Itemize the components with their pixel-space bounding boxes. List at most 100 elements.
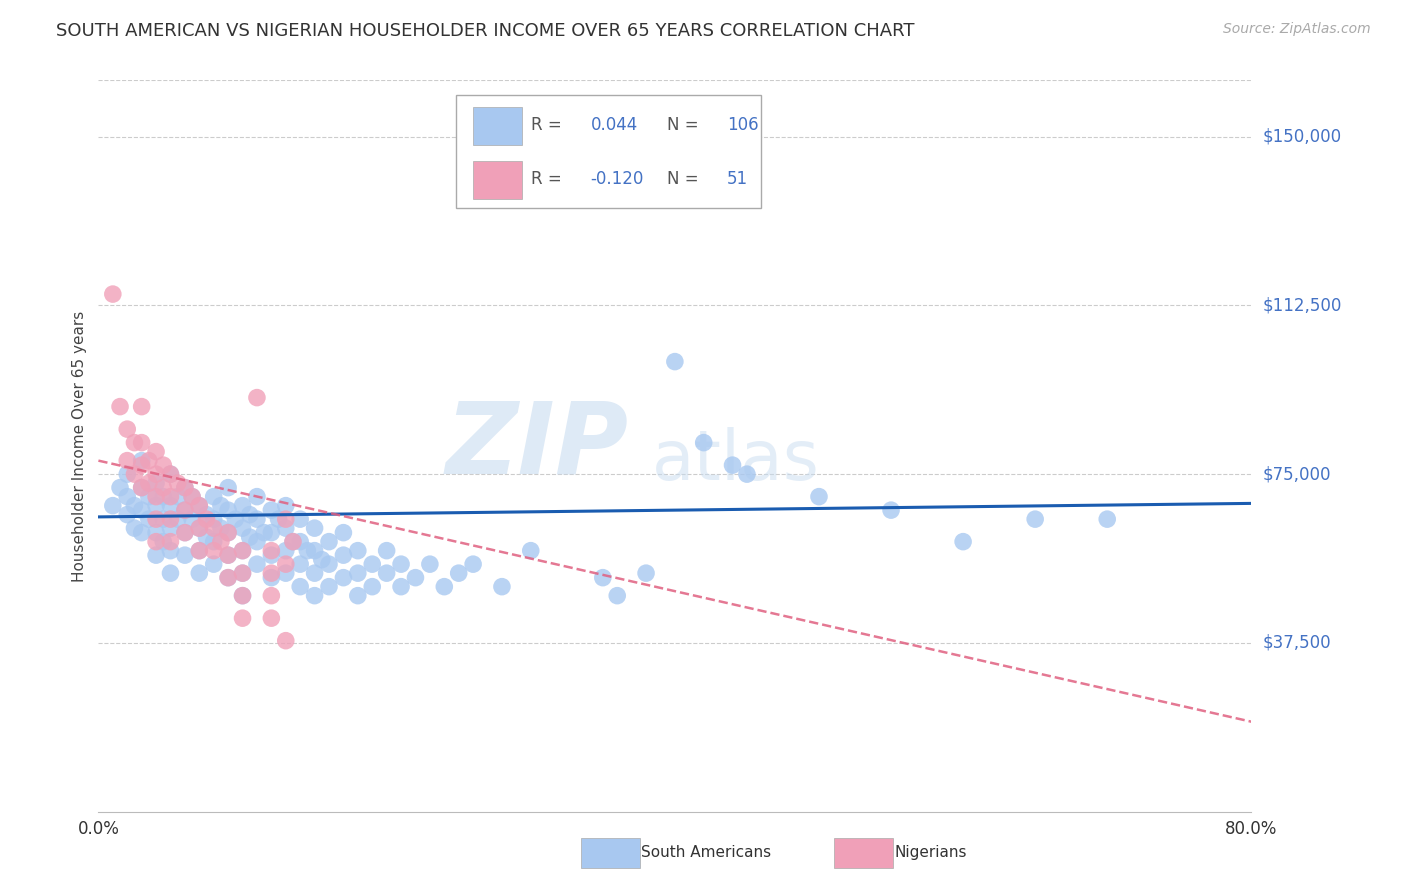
- Point: [361, 557, 384, 571]
- Point: [246, 512, 269, 526]
- Point: [202, 543, 225, 558]
- Point: [807, 490, 830, 504]
- Point: [124, 521, 146, 535]
- Point: [138, 512, 160, 526]
- Point: [274, 566, 297, 581]
- Point: [124, 499, 146, 513]
- Text: ZIP: ZIP: [446, 398, 628, 494]
- Point: [735, 467, 758, 482]
- Point: [202, 512, 225, 526]
- Point: [188, 521, 211, 535]
- Text: South Americans: South Americans: [641, 846, 772, 860]
- Point: [131, 525, 153, 540]
- Point: [433, 580, 456, 594]
- Point: [520, 543, 543, 558]
- Point: [239, 508, 262, 522]
- Point: [290, 512, 312, 526]
- Text: 106: 106: [727, 116, 758, 134]
- Point: [202, 521, 225, 535]
- Point: [138, 476, 160, 491]
- Point: [152, 512, 174, 526]
- Point: [304, 521, 326, 535]
- Point: [181, 512, 204, 526]
- Point: [260, 589, 283, 603]
- Point: [159, 534, 181, 549]
- Text: R =: R =: [530, 116, 567, 134]
- Point: [260, 611, 283, 625]
- Point: [145, 499, 167, 513]
- Text: SOUTH AMERICAN VS NIGERIAN HOUSEHOLDER INCOME OVER 65 YEARS CORRELATION CHART: SOUTH AMERICAN VS NIGERIAN HOUSEHOLDER I…: [56, 22, 915, 40]
- Point: [260, 548, 283, 562]
- Point: [461, 557, 484, 571]
- Point: [217, 548, 239, 562]
- Point: [188, 543, 211, 558]
- Point: [117, 422, 138, 436]
- Point: [231, 543, 254, 558]
- Point: [131, 453, 153, 467]
- Text: 51: 51: [727, 170, 748, 188]
- Point: [274, 557, 297, 571]
- Point: [159, 543, 181, 558]
- Point: [281, 534, 304, 549]
- Point: [231, 566, 254, 581]
- Point: [174, 503, 197, 517]
- Point: [145, 548, 167, 562]
- Point: [152, 458, 174, 472]
- Point: [188, 499, 211, 513]
- Point: [318, 534, 340, 549]
- Point: [159, 490, 181, 504]
- Point: [375, 566, 398, 581]
- Point: [145, 534, 167, 549]
- Point: [246, 391, 269, 405]
- Text: Nigerians: Nigerians: [894, 846, 967, 860]
- Point: [138, 453, 160, 467]
- Point: [188, 499, 211, 513]
- Point: [419, 557, 441, 571]
- Point: [174, 481, 197, 495]
- Point: [721, 458, 744, 472]
- Point: [274, 543, 297, 558]
- Point: [231, 521, 254, 535]
- Point: [260, 543, 283, 558]
- Point: [202, 534, 225, 549]
- Point: [231, 589, 254, 603]
- Point: [145, 512, 167, 526]
- Point: [1097, 512, 1119, 526]
- Point: [181, 490, 204, 504]
- Point: [346, 589, 368, 603]
- Point: [145, 476, 167, 491]
- Point: [174, 548, 197, 562]
- Text: 0.044: 0.044: [591, 116, 638, 134]
- Point: [166, 512, 188, 526]
- Point: [117, 453, 138, 467]
- Text: N =: N =: [666, 170, 703, 188]
- Point: [131, 481, 153, 495]
- Point: [217, 571, 239, 585]
- Point: [290, 534, 312, 549]
- Point: [880, 503, 903, 517]
- Point: [152, 481, 174, 495]
- Point: [138, 490, 160, 504]
- Point: [209, 521, 232, 535]
- Text: $150,000: $150,000: [1263, 128, 1341, 145]
- Point: [311, 552, 333, 566]
- Point: [117, 467, 138, 482]
- Point: [152, 490, 174, 504]
- Point: [592, 571, 614, 585]
- Point: [145, 467, 167, 482]
- Point: [952, 534, 974, 549]
- Point: [131, 503, 153, 517]
- Point: [389, 580, 412, 594]
- Point: [346, 566, 368, 581]
- Point: [131, 435, 153, 450]
- Point: [290, 580, 312, 594]
- Point: [117, 490, 138, 504]
- Point: [152, 534, 174, 549]
- Point: [195, 512, 218, 526]
- Text: $37,500: $37,500: [1263, 634, 1331, 652]
- Point: [332, 525, 354, 540]
- Point: [693, 435, 716, 450]
- Point: [174, 503, 197, 517]
- Point: [188, 521, 211, 535]
- Point: [188, 566, 211, 581]
